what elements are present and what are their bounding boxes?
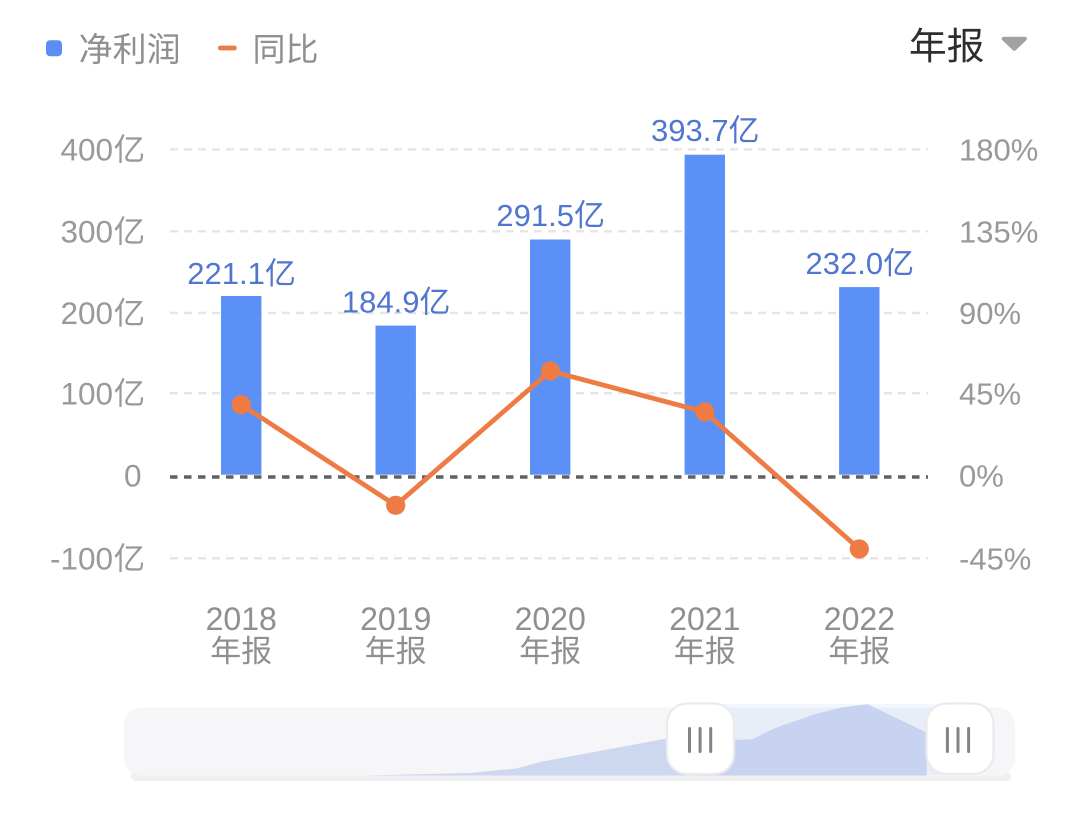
svg-text:0%: 0% [959,459,1004,494]
svg-text:400: 400 [60,132,113,168]
svg-text:2021: 2021 [669,601,740,637]
svg-text:2019: 2019 [360,601,431,637]
svg-text:135%: 135% [959,215,1038,250]
svg-text:-100: -100 [50,541,113,577]
svg-text:-45%: -45% [959,542,1031,577]
svg-text:90%: 90% [959,296,1021,331]
svg-text:300: 300 [60,214,113,250]
svg-text:2022: 2022 [824,601,895,637]
svg-text:393.7: 393.7 [651,113,729,148]
svg-text:45%: 45% [959,376,1021,411]
svg-text:291.5: 291.5 [496,198,574,233]
svg-text:0: 0 [124,458,142,494]
svg-text:2018: 2018 [206,601,277,637]
svg-text:184.9: 184.9 [342,285,420,320]
svg-text:100: 100 [60,375,113,411]
svg-text:221.1: 221.1 [187,256,265,291]
svg-text:180%: 180% [959,133,1038,168]
svg-text:2020: 2020 [515,601,586,637]
svg-text:200: 200 [60,295,113,331]
svg-text:232.0: 232.0 [806,246,884,281]
